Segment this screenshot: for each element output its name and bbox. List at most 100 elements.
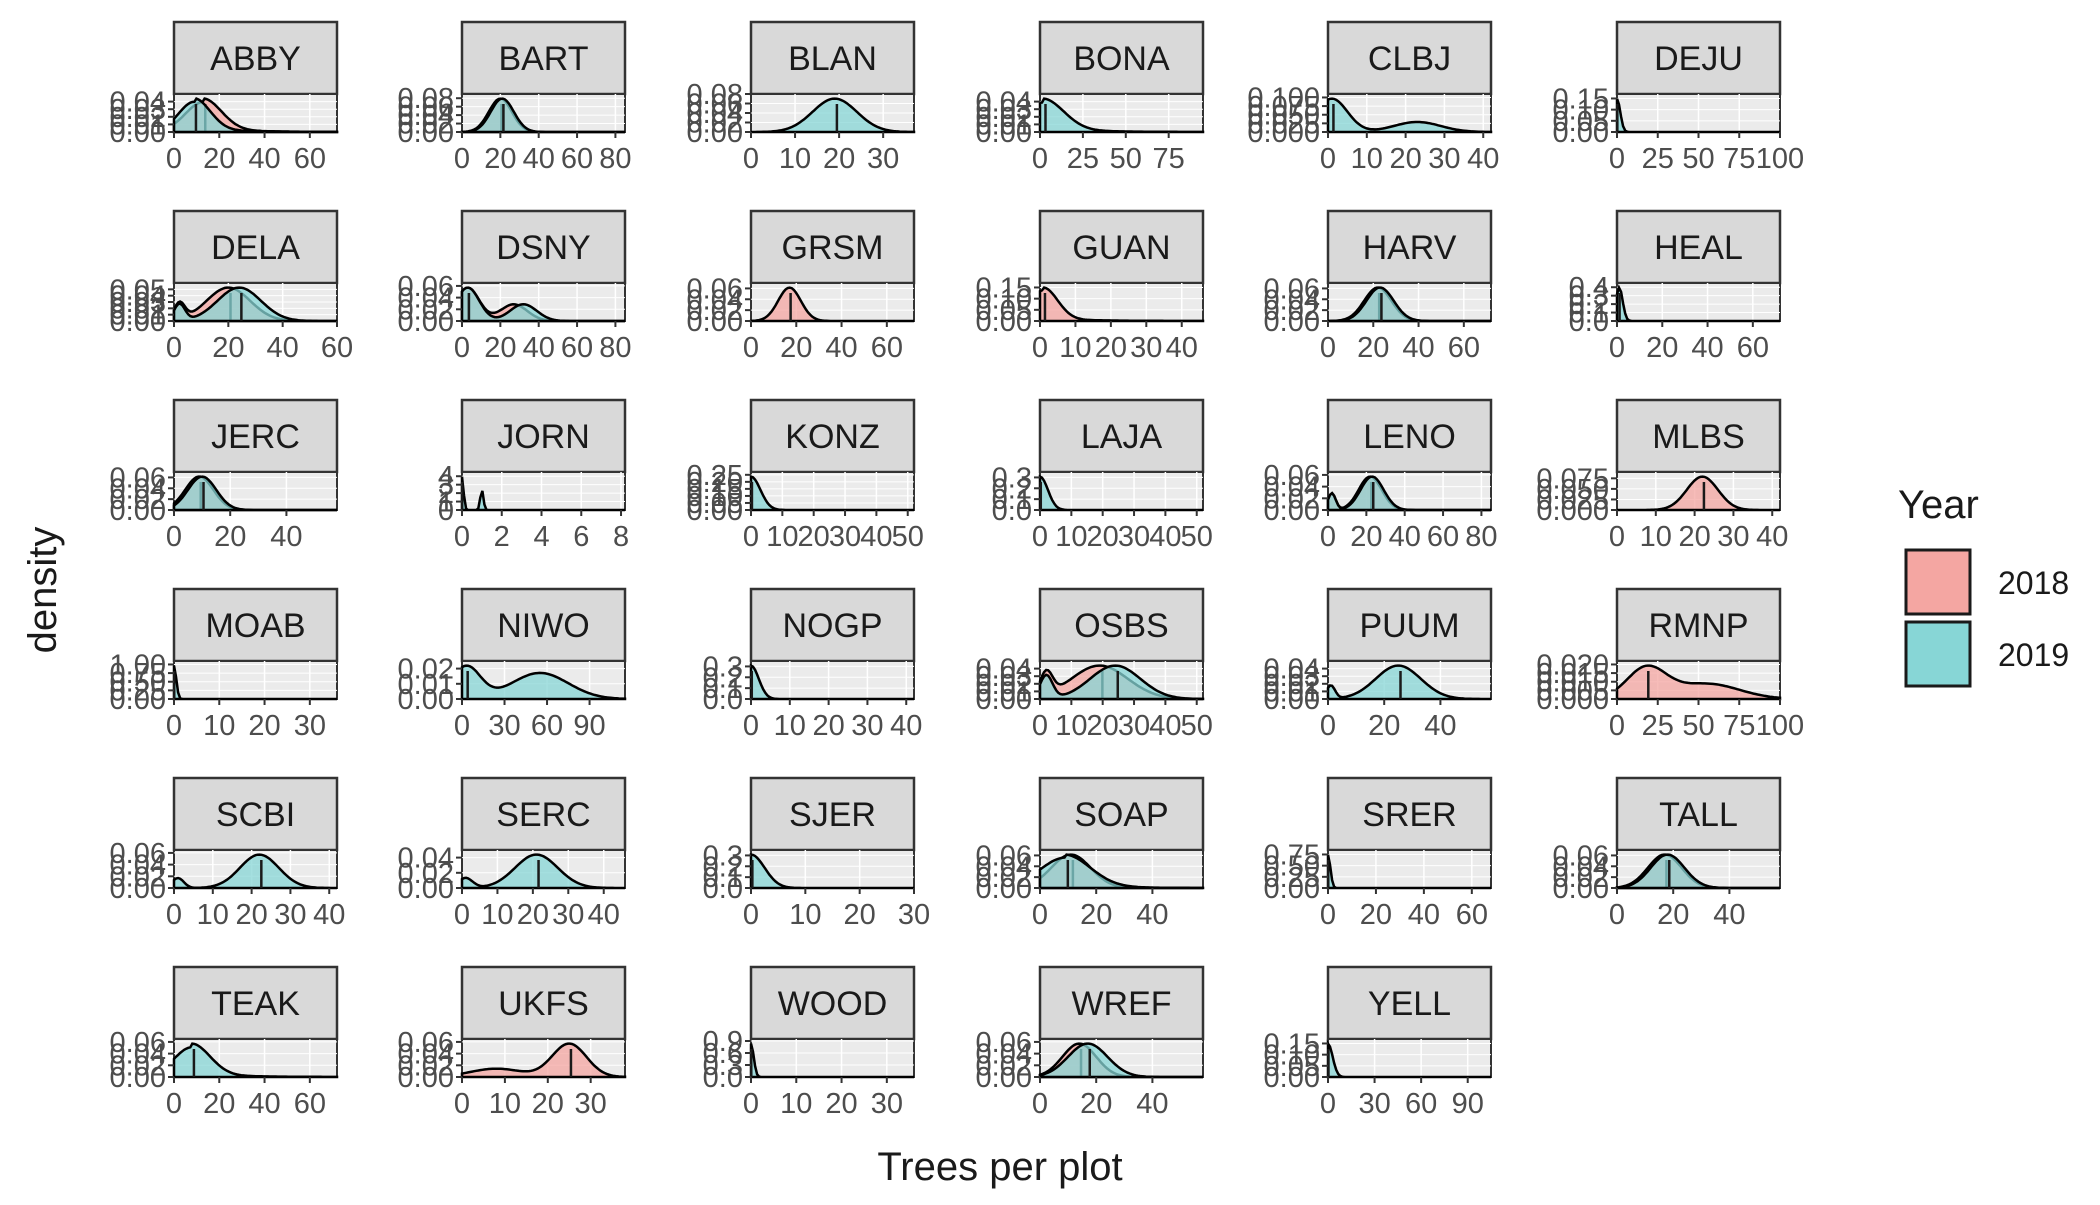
strip-background [172, 776, 339, 852]
strip-label: CLBJ [1368, 40, 1451, 78]
x-tick-label: 75 [1723, 710, 1755, 742]
x-tick-label: 0 [166, 332, 182, 364]
strip-label: BLAN [788, 40, 877, 78]
y-tick-label: 0.02 [976, 669, 1032, 701]
x-tick-label: 30 [1118, 710, 1150, 742]
y-tick-label: 0.04 [1264, 472, 1320, 504]
y-tick-label: 0.2 [1569, 289, 1609, 321]
strip-label: DELA [211, 229, 300, 267]
x-tick-label: 30 [1118, 521, 1150, 553]
y-tick-label: 0.05 [1553, 106, 1609, 138]
y-tick-label: 0.04 [398, 100, 454, 132]
x-tick-label: 40 [270, 521, 302, 553]
y-tick-label: 0.00 [976, 306, 1032, 338]
y-axis-title: density [21, 527, 65, 654]
density-curve-2019 [1038, 1042, 1203, 1079]
y-tick-label: 0.15 [687, 474, 743, 506]
y-tick-label: 0.04 [1264, 284, 1320, 316]
y-tick-label: 0.05 [1264, 1051, 1320, 1083]
y-tick-label: 0.3 [703, 651, 743, 683]
x-tick-label: 40 [588, 899, 620, 931]
x-axis-title: Trees per plot [877, 1145, 1122, 1189]
y-tick-label: 0.050 [1247, 100, 1320, 132]
x-tick-label: 2 [494, 521, 510, 553]
x-tick-label: 10 [197, 899, 229, 931]
y-tick-label: 0.20 [687, 467, 743, 499]
y-tick-label: 2 [438, 478, 454, 510]
x-tick-label: 60 [561, 143, 593, 175]
x-tick-label: 10 [780, 1088, 812, 1120]
strip-label: SCBI [216, 796, 295, 834]
y-tick-label: 0.02 [110, 102, 166, 134]
x-tick-label: 90 [1452, 1088, 1484, 1120]
x-tick-label: 0 [743, 710, 759, 742]
y-tick-label: 0.02 [110, 861, 166, 893]
y-tick-label: 0.25 [687, 460, 743, 492]
y-tick-label: 0.06 [687, 273, 743, 305]
strip-background [1038, 20, 1205, 96]
x-tick-label: 10 [1640, 521, 1672, 553]
y-tick-label: 0.10 [976, 284, 1032, 316]
y-tick-label: 0.05 [110, 274, 166, 306]
y-tick-label: 0.04 [110, 1039, 166, 1071]
x-tick-label: 0 [1320, 332, 1336, 364]
strip-label: GRSM [782, 229, 884, 267]
legend-title: Year [1898, 483, 1979, 527]
x-tick-label: 10 [1055, 521, 1087, 553]
panel-deju: DEJU 0.000.050.100.150 25 50 75 100 [1553, 20, 1804, 175]
y-tick-label: 0.03 [110, 94, 166, 126]
y-tick-label: 0.02 [1264, 483, 1320, 515]
x-tick-label: 80 [599, 332, 631, 364]
y-tick-label: 0.00 [1264, 1062, 1320, 1094]
y-tick-label: 0.000 [1536, 684, 1609, 716]
y-tick-label: 0.2 [703, 662, 743, 694]
strip-background [1326, 776, 1493, 852]
x-tick-label: 0 [1032, 332, 1048, 364]
y-tick-label: 0.00 [1264, 684, 1320, 716]
strip-label: GUAN [1072, 229, 1170, 267]
x-tick-label: 20 [1389, 143, 1421, 175]
density-curve-2019 [1038, 853, 1205, 890]
panel-niwo: NIWO 0.000.010.020 30 60 90 [398, 587, 627, 742]
y-tick-label: 0.04 [1264, 654, 1320, 686]
x-tick-label: 20 [844, 899, 876, 931]
y-tick-label: 0.25 [110, 675, 166, 707]
x-tick-label: 0 [743, 143, 759, 175]
y-tick-label: 0.06 [687, 89, 743, 121]
x-tick-label: 30 [488, 710, 520, 742]
y-tick-label: 0.04 [1553, 851, 1609, 883]
y-tick-label: 0.005 [1536, 675, 1609, 707]
y-tick-label: 0.04 [976, 1039, 1032, 1071]
y-tick-label: 0.02 [1264, 669, 1320, 701]
density-curve-2019 [749, 1043, 914, 1079]
panel-bona: BONA 0.000.010.020.030.040 25 50 75 [976, 20, 1205, 175]
y-tick-label: 0.00 [398, 873, 454, 905]
strip-background [1615, 209, 1782, 285]
y-tick-label: 0.01 [976, 109, 1032, 141]
density-curve-2019 [1038, 97, 1205, 134]
y-tick-label: 0.03 [110, 287, 166, 319]
strip-background [1038, 587, 1205, 663]
y-tick-label: 0.3 [703, 840, 743, 872]
strip-label: PUUM [1359, 607, 1459, 645]
density-curve-2018 [1038, 286, 1205, 323]
x-tick-label: 0 [1320, 710, 1336, 742]
y-tick-label: 0.4 [1569, 272, 1609, 304]
strip-background [172, 20, 339, 96]
y-tick-label: 0.04 [398, 283, 454, 315]
panel-jerc: JERC 0.000.020.040.060 20 40 [110, 398, 339, 553]
x-tick-label: 0 [1609, 332, 1625, 364]
x-tick-label: 80 [599, 143, 631, 175]
y-tick-label: 0.00 [687, 306, 743, 338]
x-tick-label: 0 [1609, 521, 1625, 553]
panel-scbi: SCBI 0.000.020.040.060 10 20 30 40 [110, 776, 345, 931]
density-curve-2019 [1326, 1039, 1491, 1079]
x-tick-label: 30 [274, 899, 306, 931]
density-curve-2018 [460, 1042, 627, 1079]
x-tick-label: 20 [1657, 899, 1689, 931]
strip-label: TEAK [211, 985, 300, 1023]
y-tick-label: 0.50 [1264, 851, 1320, 883]
